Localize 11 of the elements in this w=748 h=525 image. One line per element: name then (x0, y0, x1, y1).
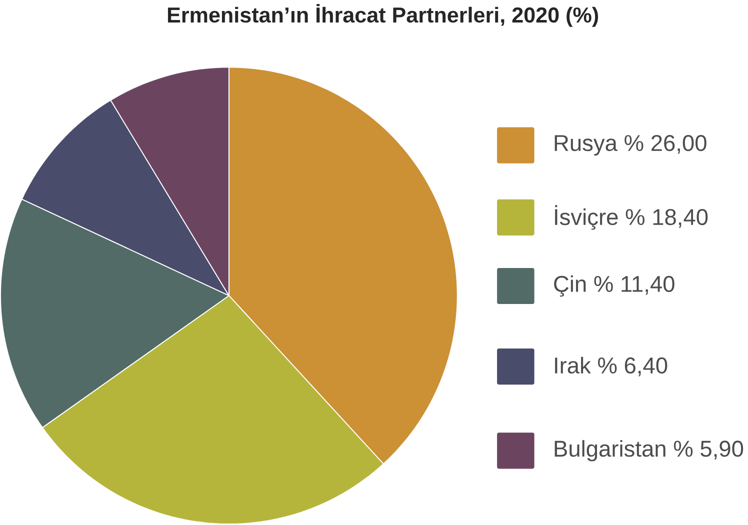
data-label: % 5,90 (674, 440, 744, 460)
legend-label: Rusya (554, 135, 618, 156)
data-label: % 18,40 (626, 209, 708, 228)
legend-label: Bulgaristan (554, 440, 666, 462)
data-label: % 26,00 (624, 135, 706, 154)
chart-title: Ermenistan’ın İhracat Partnerleri, 2020 (%) (168, 4, 598, 28)
legend-label: Irak (555, 357, 591, 374)
legend-label: Çin (554, 276, 586, 297)
data-label: % 6,40 (598, 358, 668, 376)
legend-label: İsviçre (555, 205, 618, 230)
data-label: % 11,40 (594, 276, 674, 295)
